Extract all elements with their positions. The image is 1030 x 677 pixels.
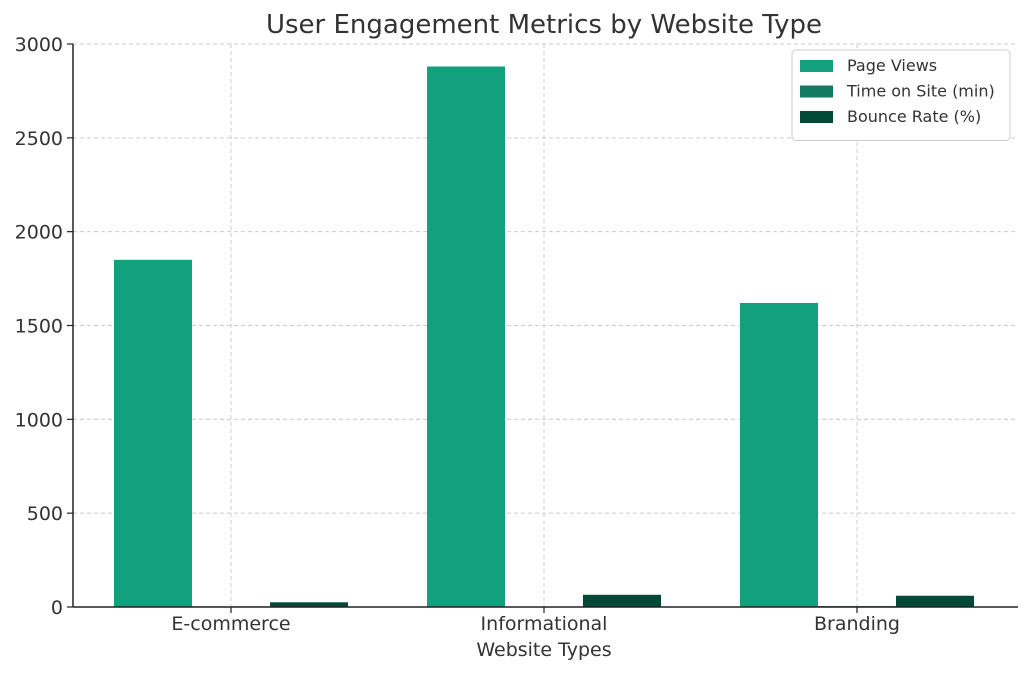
bar-bounce-rate-informational (583, 595, 661, 607)
legend-swatch (800, 86, 833, 98)
legend-swatch (800, 111, 833, 123)
y-tick-label: 2500 (15, 128, 63, 150)
y-tick-label: 3000 (15, 34, 63, 56)
x-tick-label: E-commerce (171, 613, 290, 635)
y-tick-label: 1500 (15, 316, 63, 338)
y-tick-label: 2000 (15, 222, 63, 244)
bar-page-views-e-commerce (114, 260, 192, 607)
bar-bounce-rate-branding (896, 596, 974, 607)
chart-title: User Engagement Metrics by Website Type (266, 10, 822, 40)
bar-page-views-informational (427, 67, 505, 607)
x-axis-label: Website Types (476, 639, 611, 661)
legend: Page Views Time on Site (min) Bounce Rate … (792, 50, 1010, 141)
x-tick-label: Branding (814, 613, 900, 635)
bar-page-views-branding (740, 303, 818, 607)
y-tick-label: 0 (51, 597, 63, 619)
bars (114, 67, 974, 607)
legend-label: Page Views (847, 56, 937, 75)
legend-label: Time on Site (min) (846, 82, 995, 101)
legend-label: Bounce Rate (%) (847, 107, 981, 126)
y-tick-label: 1000 (15, 409, 63, 431)
legend-swatch (800, 60, 833, 72)
x-tick-label: Informational (481, 613, 608, 635)
y-tick-label: 500 (27, 503, 63, 525)
